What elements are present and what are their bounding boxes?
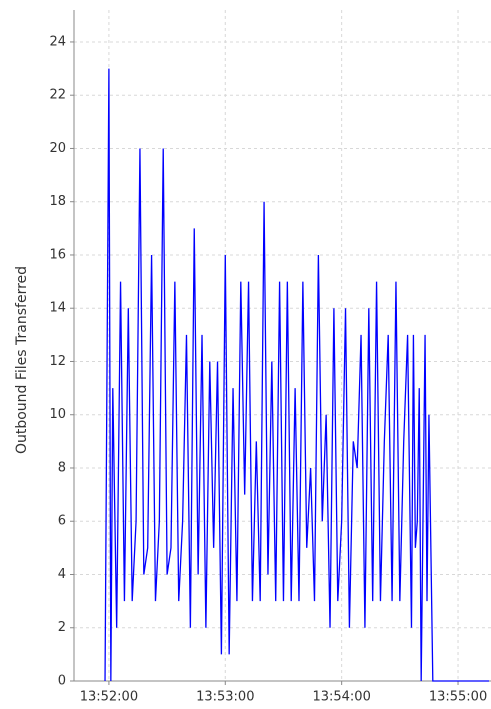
y-tick-label: 16 [49,247,66,262]
y-tick-label: 14 [49,301,66,316]
data-line [104,68,490,682]
y-tick-label: 8 [58,460,66,475]
y-axis-label: Outbound Files Transferred [14,266,30,454]
y-tick-label: 10 [49,407,66,422]
y-tick-label: 24 [49,34,66,49]
y-tick-label: 2 [58,620,66,635]
y-tick-label: 0 [58,674,66,689]
y-tick-label: 12 [49,354,66,369]
x-tick-label: 13:52:00 [80,690,138,705]
y-tick-label: 20 [49,141,66,156]
y-tick-label: 22 [49,88,66,103]
y-tick-label: 4 [58,567,66,582]
x-tick-label: 13:54:00 [312,690,370,705]
y-tick-label: 6 [58,514,66,529]
x-tick-label: 13:53:00 [196,690,254,705]
x-tick-label: 13:55:00 [429,690,487,705]
y-tick-label: 18 [49,194,66,209]
